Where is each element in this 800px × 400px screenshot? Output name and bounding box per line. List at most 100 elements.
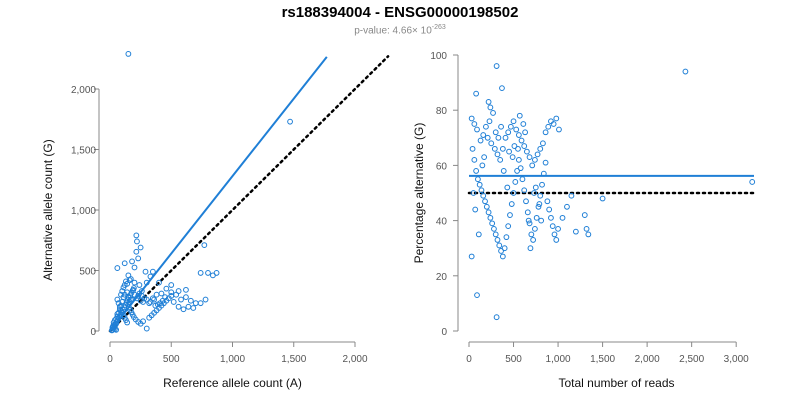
data-point: [202, 296, 209, 303]
data-point: [523, 198, 529, 205]
data-point: [542, 159, 549, 166]
data-point: [121, 260, 128, 267]
data-point: [548, 214, 554, 221]
data-point: [118, 302, 124, 309]
data-point: [501, 245, 508, 252]
data-point: [515, 156, 522, 163]
data-point: [480, 132, 487, 138]
data-point: [492, 231, 499, 238]
data-point: [493, 63, 500, 69]
data-point: [151, 296, 158, 303]
x-tick-label: 1,000: [220, 354, 245, 365]
data-point: [136, 282, 143, 288]
data-point: [519, 176, 526, 183]
y-tick-label: 40: [436, 217, 448, 228]
data-point: [532, 225, 538, 232]
data-point: [153, 291, 160, 298]
data-point: [486, 118, 493, 125]
reference-line: [108, 55, 390, 333]
data-point: [524, 209, 531, 216]
data-point: [551, 231, 558, 238]
data-point: [473, 168, 480, 174]
data-point: [499, 145, 506, 152]
data-point: [135, 255, 142, 262]
data-point: [124, 319, 131, 326]
data-point: [537, 192, 544, 199]
data-point: [531, 190, 537, 196]
data-point: [158, 290, 165, 297]
x-tick-label: 500: [163, 354, 180, 365]
data-point: [509, 154, 516, 161]
data-point: [468, 115, 475, 122]
data-point: [500, 168, 507, 174]
data-point: [532, 184, 539, 191]
data-point: [175, 288, 182, 294]
data-point: [549, 223, 556, 230]
y-axis-label: Percentage alternative (G): [412, 123, 426, 264]
data-point: [599, 195, 606, 202]
data-point: [469, 145, 476, 152]
data-point: [478, 187, 485, 194]
data-point: [493, 314, 500, 321]
y-tick-label: 500: [79, 267, 96, 278]
data-point: [197, 270, 204, 276]
data-point: [137, 244, 144, 251]
data-point: [134, 238, 140, 245]
data-point: [516, 112, 523, 119]
data-point: [510, 190, 517, 196]
data-point: [476, 181, 483, 188]
data-point: [133, 232, 140, 239]
data-point: [168, 289, 175, 296]
x-tick-label: 2,500: [679, 354, 704, 365]
data-point: [213, 270, 220, 276]
data-point: [470, 190, 477, 196]
data-point: [553, 115, 560, 122]
y-tick-label: 20: [436, 272, 448, 283]
data-point: [491, 145, 498, 152]
data-point: [494, 151, 501, 158]
data-point: [572, 228, 579, 235]
chart-title: rs188394004 - ENSG00000198502: [281, 4, 519, 21]
x-tick-label: 3,000: [724, 354, 749, 365]
y-tick-label: 80: [436, 106, 448, 117]
data-point: [475, 231, 482, 238]
data-point: [483, 203, 490, 210]
y-tick-label: 0: [441, 327, 447, 338]
data-point: [124, 289, 131, 296]
data-point: [521, 143, 528, 149]
data-point: [187, 297, 194, 304]
data-point: [489, 220, 496, 227]
data-point: [473, 90, 480, 97]
data-point: [485, 99, 492, 105]
data-point: [487, 214, 494, 221]
data-point: [502, 134, 509, 141]
data-point: [121, 282, 128, 288]
data-point: [525, 217, 532, 224]
data-point: [499, 253, 506, 260]
data-point: [517, 165, 524, 172]
data-point: [530, 237, 537, 243]
data-point: [480, 192, 487, 199]
data-point: [537, 145, 544, 152]
data-point: [553, 237, 560, 243]
x-tick-label: 1,500: [590, 354, 615, 365]
data-point: [479, 162, 486, 169]
data-point: [180, 306, 187, 313]
data-point: [178, 296, 184, 303]
x-tick-label: 1,500: [281, 354, 306, 365]
data-point: [474, 292, 480, 299]
data-point: [518, 137, 525, 144]
data-point: [521, 187, 528, 194]
data-point: [526, 154, 533, 161]
data-point: [495, 134, 502, 141]
data-point: [534, 151, 541, 158]
data-point: [471, 121, 478, 127]
data-point: [116, 306, 123, 313]
data-point: [529, 162, 536, 169]
data-point: [472, 206, 479, 213]
data-point: [528, 231, 535, 238]
x-tick-label: 2,000: [342, 354, 367, 365]
data-point: [168, 282, 175, 288]
y-tick-label: 1,000: [71, 206, 96, 217]
y-axis-label: Alternative allele count (G): [41, 139, 55, 280]
